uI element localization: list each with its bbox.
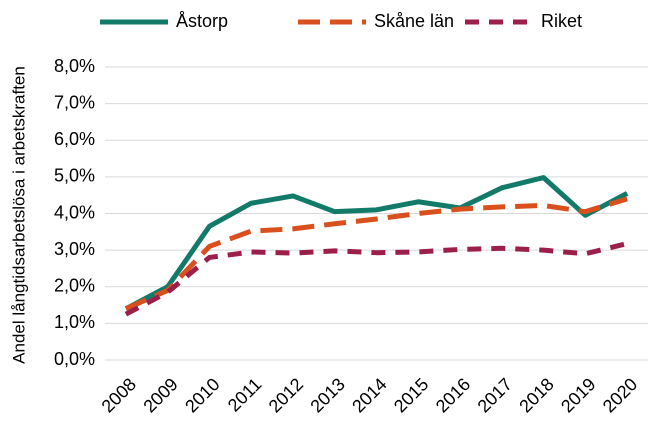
y-tick-label: 7,0% (54, 92, 95, 112)
y-tick-label: 0,0% (54, 349, 95, 369)
x-tick-label: 2016 (432, 374, 474, 416)
y-tick-label: 6,0% (54, 129, 95, 149)
x-tick-label: 2018 (515, 374, 557, 416)
legend-label: Skåne län (374, 11, 454, 31)
x-tick-label: 2019 (557, 374, 599, 416)
y-tick-label: 4,0% (54, 202, 95, 222)
x-tick-label: 2008 (98, 374, 140, 416)
legend-label: Riket (541, 11, 582, 31)
y-tick-label: 2,0% (54, 276, 95, 296)
x-tick-label: 2010 (181, 374, 223, 416)
x-tick-label: 2014 (348, 374, 390, 416)
series-line (124, 241, 628, 317)
x-tick-label: 2011 (224, 374, 266, 416)
series-line (124, 175, 629, 311)
x-tick-label: 2015 (390, 374, 432, 416)
x-tick-label: 2020 (599, 374, 641, 416)
y-tick-label: 5,0% (54, 166, 95, 186)
y-tick-label: 3,0% (54, 239, 95, 259)
y-axis-label: Andel långtidsarbetslösa i arbetskraften (9, 66, 28, 364)
x-tick-label: 2017 (474, 374, 516, 416)
legend-label: Åstorp (176, 11, 228, 31)
x-tick-label: 2013 (306, 374, 348, 416)
series-line (124, 196, 628, 312)
y-tick-label: 8,0% (54, 56, 95, 76)
x-tick-label: 2009 (139, 374, 181, 416)
y-tick-label: 1,0% (54, 312, 95, 332)
x-tick-label: 2012 (265, 374, 307, 416)
